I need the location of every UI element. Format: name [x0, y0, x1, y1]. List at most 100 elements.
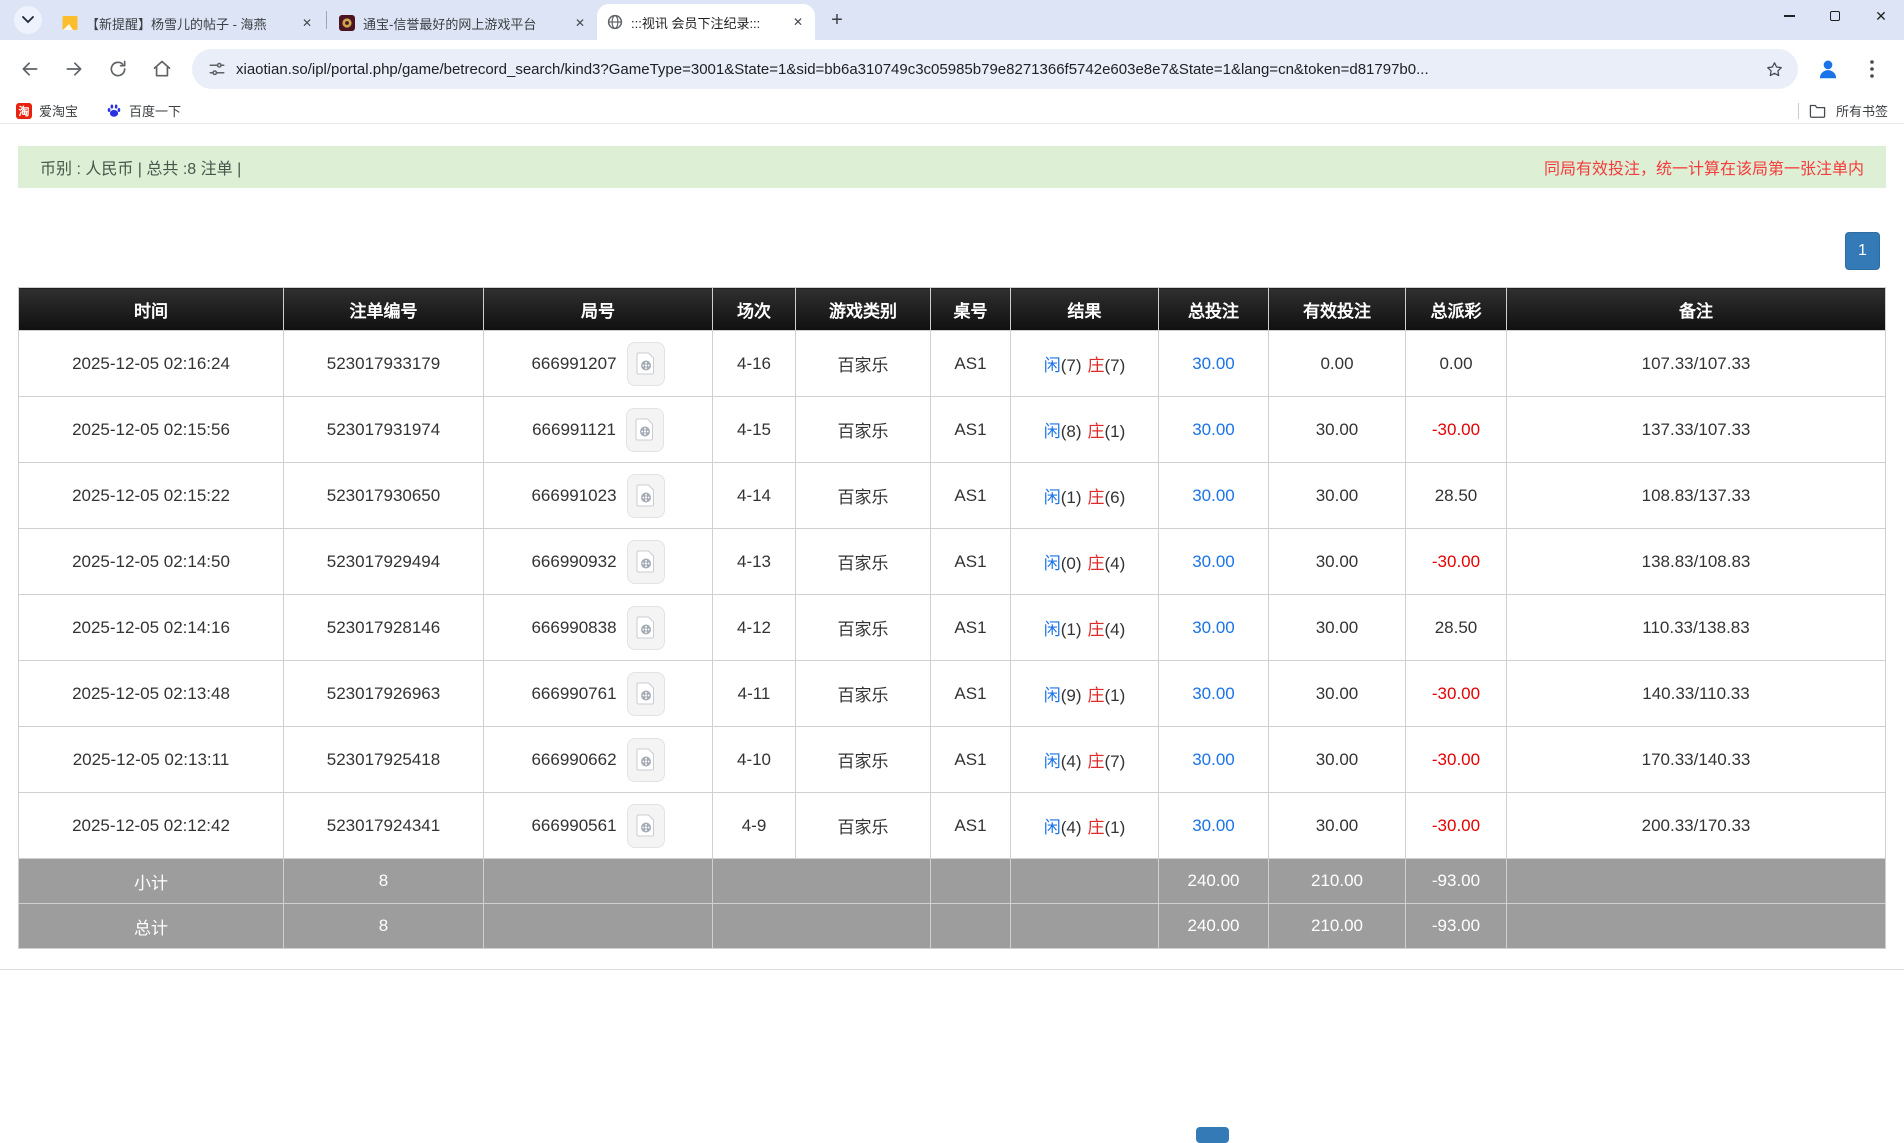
- page-1-button[interactable]: 1: [1845, 232, 1880, 270]
- address-bar[interactable]: xiaotian.so/ipl/portal.php/game/betrecor…: [192, 49, 1798, 89]
- round-number: 666990662: [531, 749, 617, 769]
- tab-title: 通宝-信誉最好的网上游戏平台: [363, 16, 537, 32]
- cell-valid-bet: 30.00: [1268, 726, 1406, 793]
- browser-menu-button[interactable]: [1853, 50, 1891, 88]
- round-number: 666991023: [531, 485, 617, 505]
- total-total-bet: 240.00: [1158, 903, 1269, 949]
- cell-total-bet[interactable]: 30.00: [1158, 330, 1269, 397]
- summary-info-bar: 币别 : 人民币 | 总共 :8 注单 | 同局有效投注，统一计算在该局第一张注…: [18, 146, 1886, 188]
- col-header-note: 备注: [1506, 287, 1886, 331]
- col-header-bet-id: 注单编号: [283, 287, 484, 331]
- browser-tab-active[interactable]: :::视讯 会员下注纪录::: ✕: [597, 4, 815, 40]
- banker-label: 庄: [1087, 686, 1105, 705]
- video-replay-button[interactable]: [626, 605, 665, 650]
- banker-label: 庄: [1087, 422, 1105, 441]
- banker-label: 庄: [1087, 554, 1105, 573]
- player-label: 闲: [1043, 818, 1061, 837]
- cell-note: 137.33/107.33: [1506, 396, 1886, 463]
- home-button[interactable]: [143, 50, 181, 88]
- round-number: 666991207: [531, 353, 617, 373]
- bet-records-table: 时间 注单编号 局号 场次 游戏类别 桌号 结果 总投注 有效投注 总派彩 备注…: [18, 287, 1886, 949]
- total-count: 8: [283, 903, 484, 949]
- table-row: 2025-12-05 02:13:11 523017925418 6669906…: [18, 726, 1886, 793]
- forward-button[interactable]: [55, 50, 93, 88]
- video-replay-button[interactable]: [626, 803, 665, 848]
- video-replay-button[interactable]: [626, 473, 665, 518]
- cell-total-bet[interactable]: 30.00: [1158, 528, 1269, 595]
- cell-total-bet[interactable]: 30.00: [1158, 462, 1269, 529]
- maximize-button[interactable]: [1812, 0, 1858, 32]
- cell-time: 2025-12-05 02:14:50: [18, 528, 284, 595]
- url-text[interactable]: xiaotian.so/ipl/portal.php/game/betrecor…: [236, 60, 1429, 78]
- subtotal-row: 小计 8 240.00 210.00 -93.00: [18, 858, 1886, 904]
- tab-title: 【新提醒】杨雪儿的帖子 - 海燕: [86, 16, 267, 32]
- subtotal-payout: -93.00: [1405, 858, 1507, 904]
- cell-game: 百家乐: [795, 528, 931, 595]
- cell-game: 百家乐: [795, 594, 931, 661]
- bottom-pagination-button[interactable]: [1196, 1127, 1229, 1143]
- video-replay-button[interactable]: [625, 407, 664, 452]
- all-bookmarks[interactable]: 所有书签: [1797, 101, 1888, 120]
- total-row: 总计 8 240.00 210.00 -93.00: [18, 903, 1886, 949]
- video-replay-button[interactable]: [626, 671, 665, 716]
- reload-icon: [110, 60, 126, 77]
- reload-button[interactable]: [99, 50, 137, 88]
- bookmark-star-icon[interactable]: [1765, 60, 1784, 79]
- player-label: 闲: [1043, 356, 1061, 375]
- site-settings-icon[interactable]: [208, 60, 226, 78]
- cell-time: 2025-12-05 02:12:42: [18, 792, 284, 859]
- bookmark-baidu[interactable]: 百度一下: [106, 101, 181, 120]
- cell-game: 百家乐: [795, 792, 931, 859]
- tab-search-button[interactable]: [14, 6, 42, 34]
- minimize-button[interactable]: [1766, 0, 1812, 32]
- round-number: 666991121: [532, 419, 616, 439]
- cell-total-bet[interactable]: 30.00: [1158, 726, 1269, 793]
- cell-round: 666990761: [483, 660, 713, 727]
- video-file-icon: [635, 418, 653, 441]
- round-number: 666990932: [531, 551, 617, 571]
- new-tab-button[interactable]: +: [831, 8, 843, 31]
- cell-payout: 28.50: [1405, 462, 1507, 529]
- player-score: (7): [1060, 356, 1082, 375]
- cell-total-bet[interactable]: 30.00: [1158, 396, 1269, 463]
- player-score: (1): [1060, 620, 1082, 639]
- tab-close-icon[interactable]: ✕: [792, 15, 804, 29]
- back-arrow-icon: [22, 62, 38, 76]
- cell-result: 闲(8) 庄(1): [1010, 396, 1159, 463]
- close-window-button[interactable]: ✕: [1858, 0, 1904, 32]
- maximize-icon: [1830, 11, 1840, 21]
- video-replay-button[interactable]: [626, 341, 665, 386]
- browser-tab-2[interactable]: 通宝-信誉最好的网上游戏平台 ✕: [329, 6, 597, 40]
- subtotal-count: 8: [283, 858, 484, 904]
- col-header-total-bet: 总投注: [1158, 287, 1269, 331]
- table-row: 2025-12-05 02:14:16 523017928146 6669908…: [18, 594, 1886, 661]
- cell-table: AS1: [930, 726, 1011, 793]
- banker-score: (7): [1104, 356, 1126, 375]
- back-button[interactable]: [11, 50, 49, 88]
- cell-payout: -30.00: [1405, 396, 1507, 463]
- cell-total-bet[interactable]: 30.00: [1158, 594, 1269, 661]
- tab-close-icon[interactable]: ✕: [574, 16, 586, 30]
- total-payout: -93.00: [1405, 903, 1507, 949]
- banker-label: 庄: [1087, 752, 1105, 771]
- content-bottom-divider: [0, 969, 1904, 970]
- video-file-icon: [636, 550, 654, 573]
- table-row: 2025-12-05 02:14:50 523017929494 6669909…: [18, 528, 1886, 595]
- tab-strip: 【新提醒】杨雪儿的帖子 - 海燕 ✕ 通宝-信誉最好的网上游戏平台 ✕ :::视…: [0, 0, 1904, 40]
- video-file-icon: [636, 616, 654, 639]
- subtotal-total-bet: 240.00: [1158, 858, 1269, 904]
- profile-avatar[interactable]: [1809, 50, 1847, 88]
- cell-total-bet[interactable]: 30.00: [1158, 792, 1269, 859]
- cell-result: 闲(4) 庄(7): [1010, 726, 1159, 793]
- bookmark-taobao[interactable]: 淘 爱淘宝: [16, 101, 78, 120]
- video-replay-button[interactable]: [626, 737, 665, 782]
- video-replay-button[interactable]: [626, 539, 665, 584]
- cell-total-bet[interactable]: 30.00: [1158, 660, 1269, 727]
- player-score: (4): [1060, 752, 1082, 771]
- cell-bet-id: 523017926963: [283, 660, 484, 727]
- tab-close-icon[interactable]: ✕: [301, 16, 313, 30]
- page-content: 币别 : 人民币 | 总共 :8 注单 | 同局有效投注，统一计算在该局第一张注…: [0, 146, 1904, 1143]
- browser-tab-1[interactable]: 【新提醒】杨雪儿的帖子 - 海燕 ✕: [52, 6, 324, 40]
- subtotal-label: 小计: [18, 858, 284, 904]
- cell-bet-id: 523017933179: [283, 330, 484, 397]
